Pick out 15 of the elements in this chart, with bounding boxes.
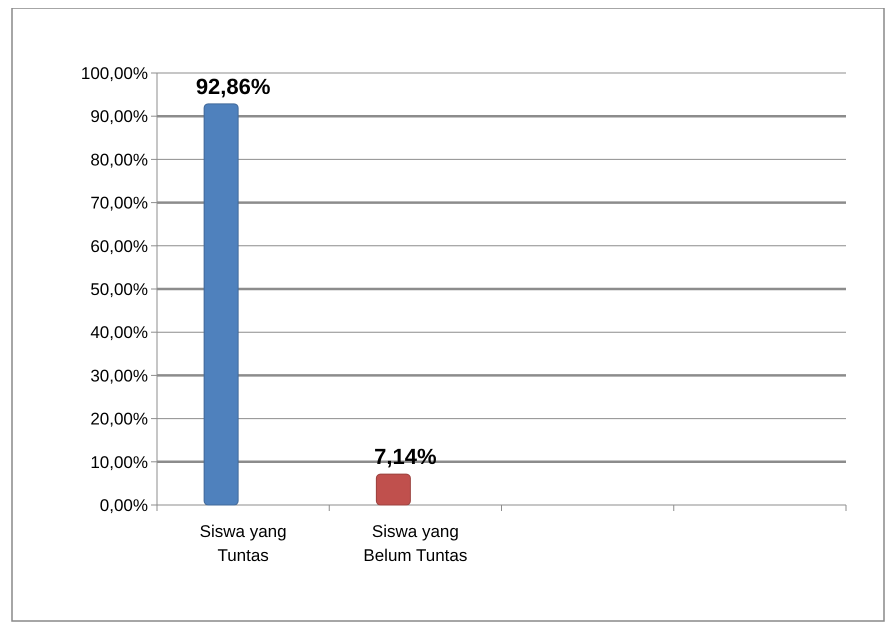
y-tick-label: 90,00% <box>90 107 148 126</box>
y-tick-label: 30,00% <box>90 366 148 386</box>
x-tick-label: Siswa yang Tuntas <box>200 522 287 565</box>
y-tick-label: 10,00% <box>90 452 148 472</box>
data-label: 92,86% <box>196 74 270 99</box>
y-tick-label: 20,00% <box>90 410 148 429</box>
y-tick-label: 100,00% <box>80 64 148 83</box>
y-tick-label: 50,00% <box>90 280 148 299</box>
y-tick-label: 40,00% <box>90 323 148 342</box>
data-label: 7,14% <box>374 444 437 470</box>
y-tick-label: 80,00% <box>90 150 148 170</box>
x-tick-label: Siswa yang Belum Tuntas <box>363 522 468 565</box>
y-tick-label: 70,00% <box>90 194 148 213</box>
y-tick-label: 60,00% <box>90 236 148 256</box>
y-tick-label: 0,00% <box>100 496 148 515</box>
